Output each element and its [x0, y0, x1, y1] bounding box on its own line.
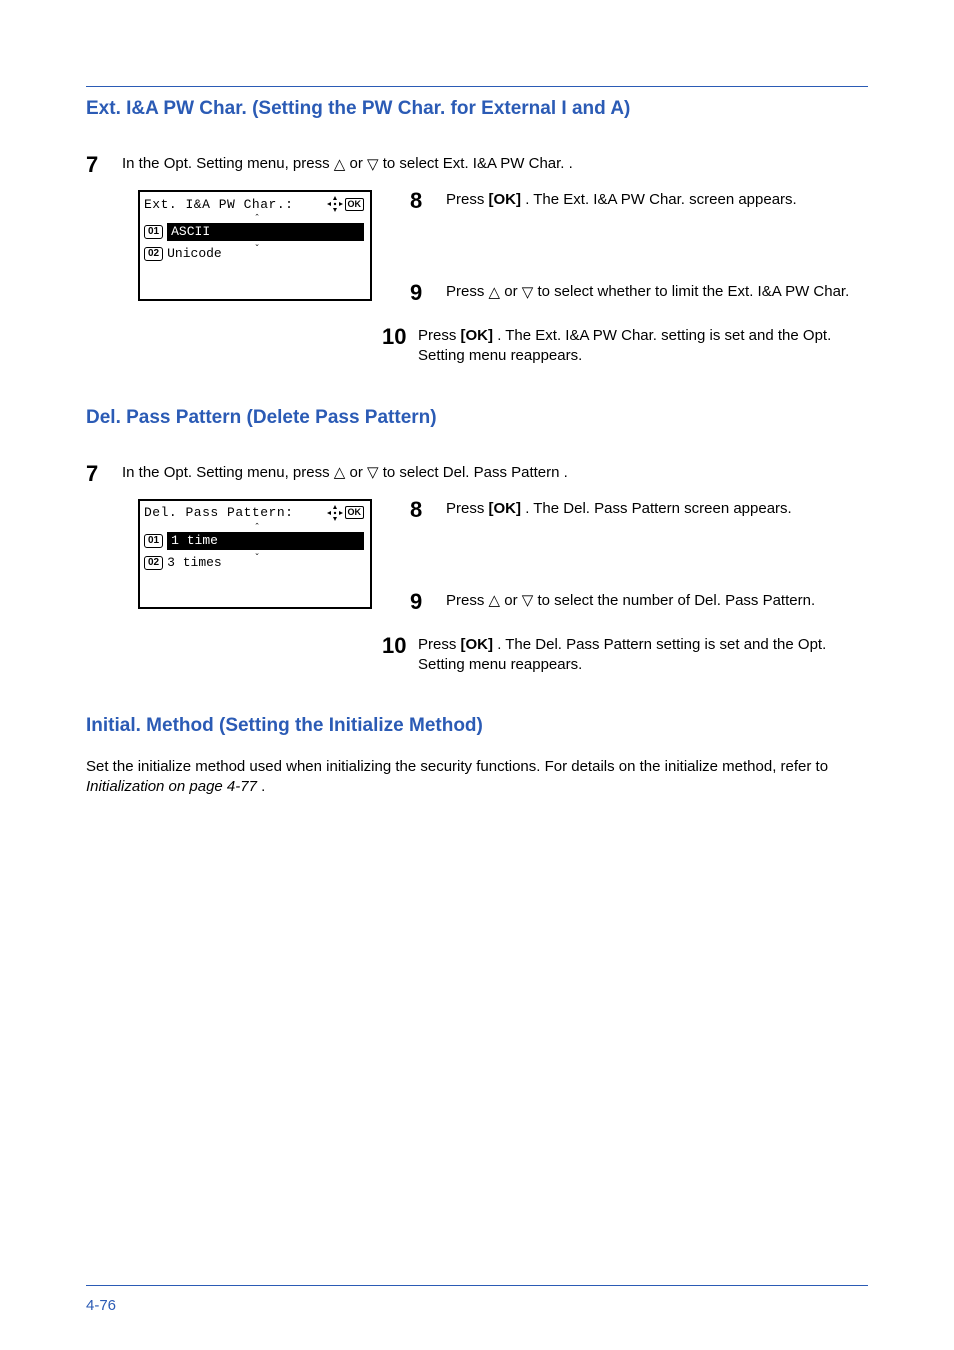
- page-number: 4-76: [86, 1297, 116, 1314]
- lcd-row-tag: 02: [144, 556, 163, 570]
- up-icon: △: [334, 157, 346, 172]
- t: In the Opt. Setting menu, press: [122, 155, 334, 172]
- lcd-row-item: Unicode: [167, 246, 222, 262]
- step-text: In the Opt. Setting menu, press △ or ▽ t…: [122, 463, 868, 483]
- dpad-icon: [327, 505, 343, 521]
- menu-label: Del. Pass Pattern: [443, 464, 560, 481]
- t: .: [564, 464, 568, 481]
- top-rule: [86, 86, 868, 87]
- paragraph-init: Set the initialize method used when init…: [86, 757, 868, 798]
- t: Press: [446, 500, 489, 517]
- bottom-rule: [86, 1285, 868, 1286]
- down-icon: ▽: [367, 465, 379, 480]
- step-text: Press △ or ▽ to select the number of Del…: [446, 591, 868, 611]
- ok-label: [OK]: [489, 191, 522, 208]
- t: to select the number of Del. Pass Patter…: [537, 592, 815, 609]
- t: . The Ext. I&A PW Char. setting is set a…: [497, 327, 803, 344]
- lcd-title: Ext. I&A PW Char.:: [144, 197, 293, 212]
- up-icon: △: [489, 285, 501, 300]
- step-text: In the Opt. Setting menu, press △ or ▽ t…: [122, 154, 868, 174]
- t: to select: [383, 155, 443, 172]
- tag-caret-above: ⌃: [150, 523, 364, 531]
- menu-label: Ext. I&A PW Char.: [443, 155, 565, 172]
- step-text: Press △ or ▽ to select whether to limit …: [446, 282, 868, 302]
- t: or: [504, 592, 522, 609]
- lcd-row-tag: 01: [144, 225, 163, 239]
- down-icon: ▽: [367, 157, 379, 172]
- ok-label: [OK]: [489, 500, 522, 517]
- step-7-del: 7 In the Opt. Setting menu, press △ or ▽…: [86, 463, 868, 485]
- t: .: [569, 155, 573, 172]
- t: Press: [418, 327, 461, 344]
- t: menu reappears.: [469, 347, 582, 364]
- step-text: Press [OK] . The Del. Pass Pattern scree…: [446, 499, 868, 519]
- t: or: [504, 283, 522, 300]
- lcd-row-item-selected: ASCII: [167, 223, 364, 241]
- up-icon: △: [489, 593, 501, 608]
- t: Press: [446, 592, 489, 609]
- dpad-icon: [327, 196, 343, 212]
- t: or: [350, 464, 368, 481]
- up-icon: △: [334, 465, 346, 480]
- xref-link[interactable]: Initialization on page 4-77: [86, 778, 257, 795]
- ok-icon: OK: [345, 198, 365, 211]
- step-number: 8: [410, 499, 446, 521]
- lcd-title: Del. Pass Pattern:: [144, 505, 293, 520]
- lcd-screen-ext: Ext. I&A PW Char.: OK ⌃ 01 ASCII ⌄ 02 Un…: [138, 190, 372, 301]
- section-heading-ext-pw: Ext. I&A PW Char. (Setting the PW Char. …: [86, 98, 868, 120]
- t: . The Del. Pass Pattern screen appears.: [525, 500, 792, 517]
- down-icon: ▽: [522, 593, 534, 608]
- step-number: 10: [382, 635, 418, 657]
- step-number: 9: [410, 591, 446, 613]
- tag-caret-above: ⌃: [150, 214, 364, 222]
- t: Press: [446, 191, 489, 208]
- step-number: 7: [86, 463, 122, 485]
- step-7-ext: 7 In the Opt. Setting menu, press △ or ▽…: [86, 154, 868, 176]
- t: menu reappears.: [469, 656, 582, 673]
- step-number: 9: [410, 282, 446, 304]
- lcd-row-item-selected: 1 time: [167, 532, 364, 550]
- ok-label: [OK]: [461, 636, 494, 653]
- step-number: 7: [86, 154, 122, 176]
- lcd-screen-del: Del. Pass Pattern: OK ⌃ 01 1 time ⌄ 02 3…: [138, 499, 372, 610]
- step-text: Press [OK] . The Ext. I&A PW Char. setti…: [418, 326, 868, 367]
- t: . The Del. Pass Pattern setting is set a…: [497, 636, 798, 653]
- t: to select whether to limit the Ext. I&A …: [537, 283, 849, 300]
- t: to select: [383, 464, 443, 481]
- step-text: Press [OK] . The Del. Pass Pattern setti…: [418, 635, 868, 676]
- lcd-row-item: 3 times: [167, 555, 222, 571]
- lcd-row-tag: 02: [144, 247, 163, 261]
- t: In the Opt. Setting menu, press: [122, 464, 334, 481]
- t: .: [261, 778, 265, 795]
- section-heading-del-pass: Del. Pass Pattern (Delete Pass Pattern): [86, 407, 868, 429]
- t: Press: [418, 636, 461, 653]
- step-text: Press [OK] . The Ext. I&A PW Char. scree…: [446, 190, 868, 210]
- t: or: [350, 155, 368, 172]
- t: Press: [446, 283, 489, 300]
- ok-label: [OK]: [461, 327, 494, 344]
- t: Set the initialize method used when init…: [86, 758, 828, 775]
- step-number: 8: [410, 190, 446, 212]
- section-heading-init: Initial. Method (Setting the Initialize …: [86, 715, 868, 737]
- ok-icon: OK: [345, 506, 365, 519]
- step-number: 10: [382, 326, 418, 348]
- t: . The Ext. I&A PW Char. screen appears.: [525, 191, 797, 208]
- down-icon: ▽: [522, 285, 534, 300]
- lcd-row-tag: 01: [144, 534, 163, 548]
